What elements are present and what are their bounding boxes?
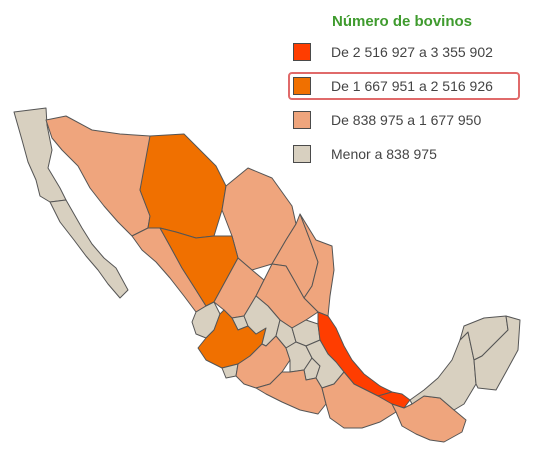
legend-swatch bbox=[293, 43, 311, 61]
state-guerrero[interactable] bbox=[255, 369, 327, 415]
state-quintana-roo[interactable] bbox=[473, 315, 521, 391]
legend-item-class-3[interactable]: De 838 975 a 1 677 950 bbox=[290, 108, 518, 132]
state-chihuahua[interactable] bbox=[139, 133, 227, 239]
state-campeche[interactable] bbox=[409, 331, 477, 411]
legend-label: De 838 975 a 1 677 950 bbox=[331, 112, 482, 128]
legend-swatch bbox=[293, 77, 311, 95]
legend-swatch bbox=[293, 145, 311, 163]
legend-label: Menor a 838 975 bbox=[331, 146, 437, 162]
legend-label: De 2 516 927 a 3 355 902 bbox=[331, 44, 493, 60]
legend-label: De 1 667 951 a 2 516 926 bbox=[331, 78, 493, 94]
legend-title: Número de bovinos bbox=[332, 13, 473, 30]
legend-item-class-4[interactable]: Menor a 838 975 bbox=[290, 142, 518, 166]
legend-item-class-2[interactable]: De 1 667 951 a 2 516 926 bbox=[288, 72, 520, 100]
legend-item-class-1[interactable]: De 2 516 927 a 3 355 902 bbox=[290, 40, 518, 64]
legend-swatch bbox=[293, 111, 311, 129]
state-baja-california-sur[interactable] bbox=[49, 199, 129, 299]
